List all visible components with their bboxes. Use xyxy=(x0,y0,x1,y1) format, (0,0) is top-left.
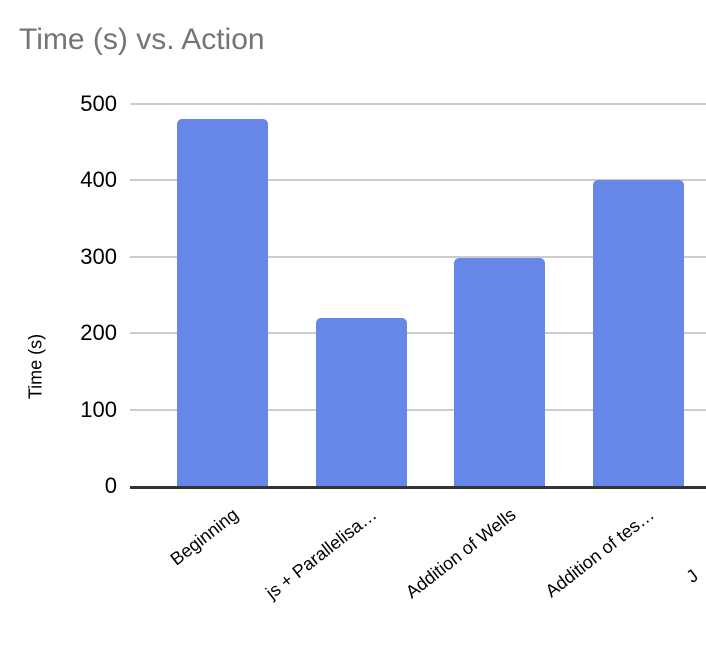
x-axis-baseline xyxy=(130,486,706,489)
bar xyxy=(454,258,545,486)
y-tick-label: 200 xyxy=(80,320,117,345)
y-tick-label: 0 xyxy=(104,473,117,498)
bar xyxy=(592,180,684,486)
x-tick-label: Addition of Wells xyxy=(401,504,520,603)
x-tick-label: js + Parallelisa… xyxy=(262,504,381,603)
y-tick-label: 500 xyxy=(80,90,117,116)
gridline xyxy=(130,179,706,181)
gridline xyxy=(130,408,706,411)
y-tick-label: 100 xyxy=(80,396,117,422)
x-tick-label: Beginning xyxy=(166,504,243,570)
gridline xyxy=(130,255,706,258)
y-tick-label: 400 xyxy=(80,167,117,192)
x-tick-label: Addition of tes… xyxy=(541,504,658,602)
chart-title: Time (s) vs. Action xyxy=(19,23,265,56)
y-tick-label: 300 xyxy=(80,243,117,269)
gridline xyxy=(130,102,706,105)
x-tick-label-partial: J xyxy=(682,565,702,587)
bar xyxy=(315,318,407,486)
gridline xyxy=(130,332,706,334)
bar xyxy=(177,119,268,486)
